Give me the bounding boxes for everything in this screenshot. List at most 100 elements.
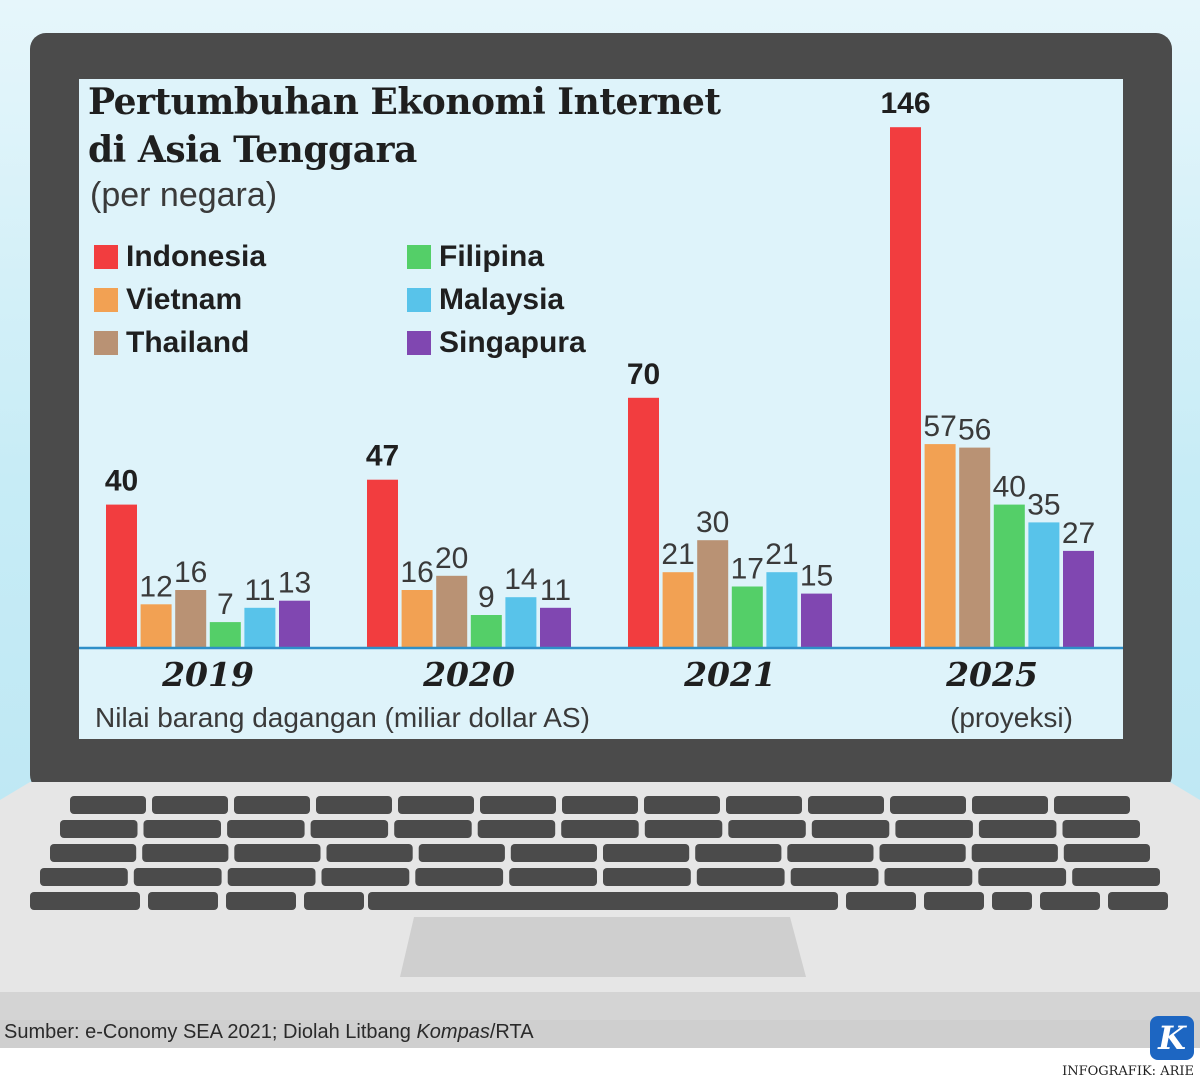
keyboard-key (226, 892, 296, 910)
bar-vietnam-2021 (662, 572, 694, 647)
keyboard-key (644, 796, 720, 814)
keyboard-key (1072, 868, 1160, 886)
keyboard-key (808, 796, 884, 814)
value-label-singapura-2020: 11 (540, 574, 571, 607)
bar-thailand-2021 (697, 540, 729, 647)
keyboard-key (644, 820, 723, 838)
keyboard (30, 796, 1168, 910)
keyboard-key (972, 796, 1048, 814)
projection-note: (proyeksi) (950, 702, 1073, 733)
bar-filipina-2019 (209, 622, 241, 647)
keyboard-key (879, 844, 966, 862)
keyboard-key (509, 868, 597, 886)
keyboard-key (790, 868, 879, 886)
keyboard-key (971, 844, 1058, 862)
keyboard-key (234, 844, 321, 862)
keyboard-key (992, 892, 1032, 910)
value-label-singapura-2021: 15 (800, 560, 833, 593)
keyboard-key (562, 796, 638, 814)
keyboard-key (304, 892, 364, 910)
keyboard-key (321, 868, 410, 886)
bar-vietnam-2019 (140, 604, 172, 647)
source-publication: Kompas (416, 1021, 490, 1043)
keyboard-key (978, 820, 1057, 838)
title-line-2: di Asia Tenggara (88, 129, 417, 171)
value-label-malaysia-2025: 35 (1027, 488, 1060, 521)
chart-title: Pertumbuhan Ekonomi Internet di Asia Ten… (88, 78, 721, 174)
keyboard-key (142, 844, 229, 862)
value-label-vietnam-2019: 12 (139, 570, 172, 603)
bar-filipina-2025 (993, 504, 1025, 647)
value-label-thailand-2020: 20 (435, 542, 468, 575)
trackpad (400, 917, 806, 977)
value-label-singapura-2019: 13 (278, 567, 311, 600)
keyboard-key (1040, 892, 1100, 910)
title-line-1: Pertumbuhan Ekonomi Internet (88, 81, 721, 123)
category-labels: 2019 2020 2021 2025 (161, 655, 1038, 694)
source-prefix: Sumber: e-Conomy SEA 2021; Diolah Litban… (4, 1021, 417, 1043)
value-label-filipina-2020: 9 (478, 581, 495, 614)
legend-swatch-malaysia (407, 288, 431, 312)
keyboard-key (148, 892, 218, 910)
bar-filipina-2020 (470, 615, 502, 647)
value-label-indonesia-2020: 47 (366, 440, 399, 473)
keyboard-key (696, 868, 785, 886)
keyboard-key (227, 820, 305, 838)
source-suffix: /RTA (489, 1021, 534, 1043)
keyboard-key (787, 844, 874, 862)
keyboard-key (316, 796, 392, 814)
x-axis-label: Nilai barang dagangan (miliar dollar AS) (95, 702, 590, 733)
legend-label-indonesia: Indonesia (126, 240, 267, 273)
bar-singapura-2020 (540, 607, 571, 647)
keyboard-key (510, 844, 597, 862)
legend-label-singapura: Singapura (439, 326, 586, 359)
value-label-filipina-2025: 40 (993, 471, 1026, 504)
legend-label-vietnam: Vietnam (126, 283, 243, 316)
value-label-vietnam-2020: 16 (400, 556, 433, 589)
category-label-2021: 2021 (683, 655, 776, 694)
value-label-indonesia-2019: 40 (105, 465, 138, 498)
legend-swatch-singapura (407, 331, 431, 355)
value-label-filipina-2021: 17 (731, 553, 764, 586)
keyboard-key (133, 868, 222, 886)
category-label-2020: 2020 (422, 655, 515, 694)
value-label-malaysia-2020: 14 (504, 563, 537, 596)
keyboard-key (924, 892, 984, 910)
source-text: Sumber: e-Conomy SEA 2021; Diolah Litban… (4, 1021, 534, 1044)
bar-indonesia-2019 (106, 504, 137, 647)
legend-label-malaysia: Malaysia (439, 283, 565, 316)
keyboard-key (234, 796, 310, 814)
keyboard-key (50, 844, 137, 862)
value-label-thailand-2019: 16 (174, 556, 207, 589)
keyboard-key (978, 868, 1067, 886)
bar-thailand-2019 (175, 590, 207, 647)
bar-malaysia-2020 (505, 597, 537, 647)
value-label-malaysia-2021: 21 (765, 538, 798, 571)
legend-item-thailand: Thailand (94, 326, 249, 360)
keyboard-key (1054, 796, 1130, 814)
keyboard-key (398, 796, 474, 814)
legend-swatch-vietnam (94, 288, 118, 312)
keyboard-key (811, 820, 890, 838)
legend-item-vietnam: Vietnam (94, 283, 242, 317)
keyboard-key (30, 892, 140, 910)
keyboard-key (603, 868, 691, 886)
value-label-filipina-2019: 7 (217, 588, 234, 621)
value-label-malaysia-2019: 11 (244, 574, 275, 607)
keyboard-key (40, 868, 128, 886)
value-label-vietnam-2021: 21 (661, 538, 694, 571)
legend-label-filipina: Filipina (439, 240, 544, 273)
laptop-edge (0, 992, 1200, 1022)
keyboard-key (561, 820, 639, 838)
bar-vietnam-2025 (924, 444, 956, 647)
bar-indonesia-2025 (890, 127, 921, 647)
bar-singapura-2019 (279, 600, 310, 647)
keyboard-key (1063, 844, 1150, 862)
bar-malaysia-2025 (1028, 522, 1060, 647)
bar-group (106, 127, 1094, 647)
kompas-logo: K (1150, 1016, 1194, 1060)
bar-thailand-2020 (436, 575, 468, 647)
legend-swatch-thailand (94, 331, 118, 355)
keyboard-key (728, 820, 806, 838)
keyboard-key (60, 820, 138, 838)
